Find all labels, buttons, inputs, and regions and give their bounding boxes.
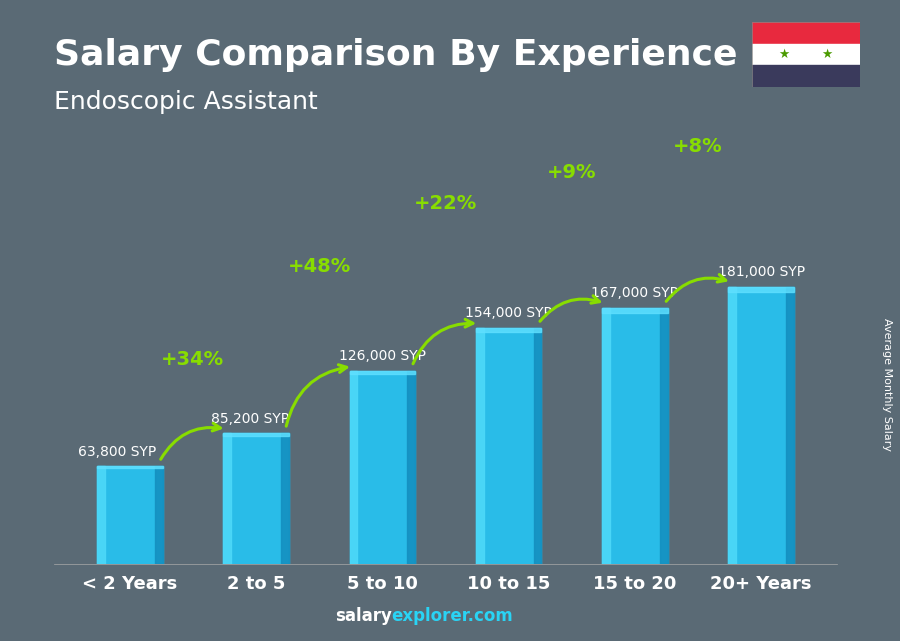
Text: 63,800 SYP: 63,800 SYP (78, 445, 157, 458)
Text: 154,000 SYP: 154,000 SYP (465, 306, 552, 320)
Bar (752, 44, 860, 65)
Text: Endoscopic Assistant: Endoscopic Assistant (54, 90, 318, 113)
Bar (476, 328, 542, 564)
Text: salary: salary (335, 607, 392, 625)
FancyArrowPatch shape (666, 274, 725, 301)
Bar (602, 308, 668, 313)
Text: 181,000 SYP: 181,000 SYP (717, 265, 805, 279)
Bar (728, 287, 736, 564)
Text: ★: ★ (778, 48, 789, 61)
Bar (155, 466, 163, 564)
Bar (97, 466, 163, 468)
Text: 126,000 SYP: 126,000 SYP (339, 349, 426, 363)
Bar (752, 65, 860, 87)
Bar (281, 433, 289, 564)
Text: 85,200 SYP: 85,200 SYP (211, 412, 289, 426)
Text: +48%: +48% (288, 257, 351, 276)
Bar (223, 433, 289, 436)
Bar (602, 308, 610, 564)
FancyArrowPatch shape (161, 423, 220, 460)
Bar (223, 433, 289, 564)
Bar (349, 371, 415, 564)
FancyArrowPatch shape (540, 296, 599, 321)
Text: explorer.com: explorer.com (392, 607, 513, 625)
Bar (660, 308, 668, 564)
Bar (476, 328, 483, 564)
Text: ★: ★ (822, 48, 832, 61)
Text: +34%: +34% (161, 350, 224, 369)
Bar (349, 371, 357, 564)
Bar (787, 287, 794, 564)
Bar (752, 22, 860, 44)
Text: Average Monthly Salary: Average Monthly Salary (881, 318, 892, 451)
Bar (349, 371, 415, 374)
Text: +22%: +22% (414, 194, 477, 213)
Bar (728, 287, 794, 564)
Text: Salary Comparison By Experience: Salary Comparison By Experience (54, 38, 737, 72)
Bar (534, 328, 542, 564)
Text: 167,000 SYP: 167,000 SYP (591, 287, 679, 301)
Bar (476, 328, 542, 332)
Text: +9%: +9% (547, 163, 597, 183)
Text: +8%: +8% (673, 137, 723, 156)
Bar (97, 466, 163, 564)
FancyArrowPatch shape (286, 365, 346, 426)
Bar (728, 287, 794, 292)
Bar (602, 308, 668, 564)
FancyArrowPatch shape (413, 319, 472, 364)
Bar (408, 371, 415, 564)
Bar (223, 433, 231, 564)
Bar (97, 466, 104, 564)
